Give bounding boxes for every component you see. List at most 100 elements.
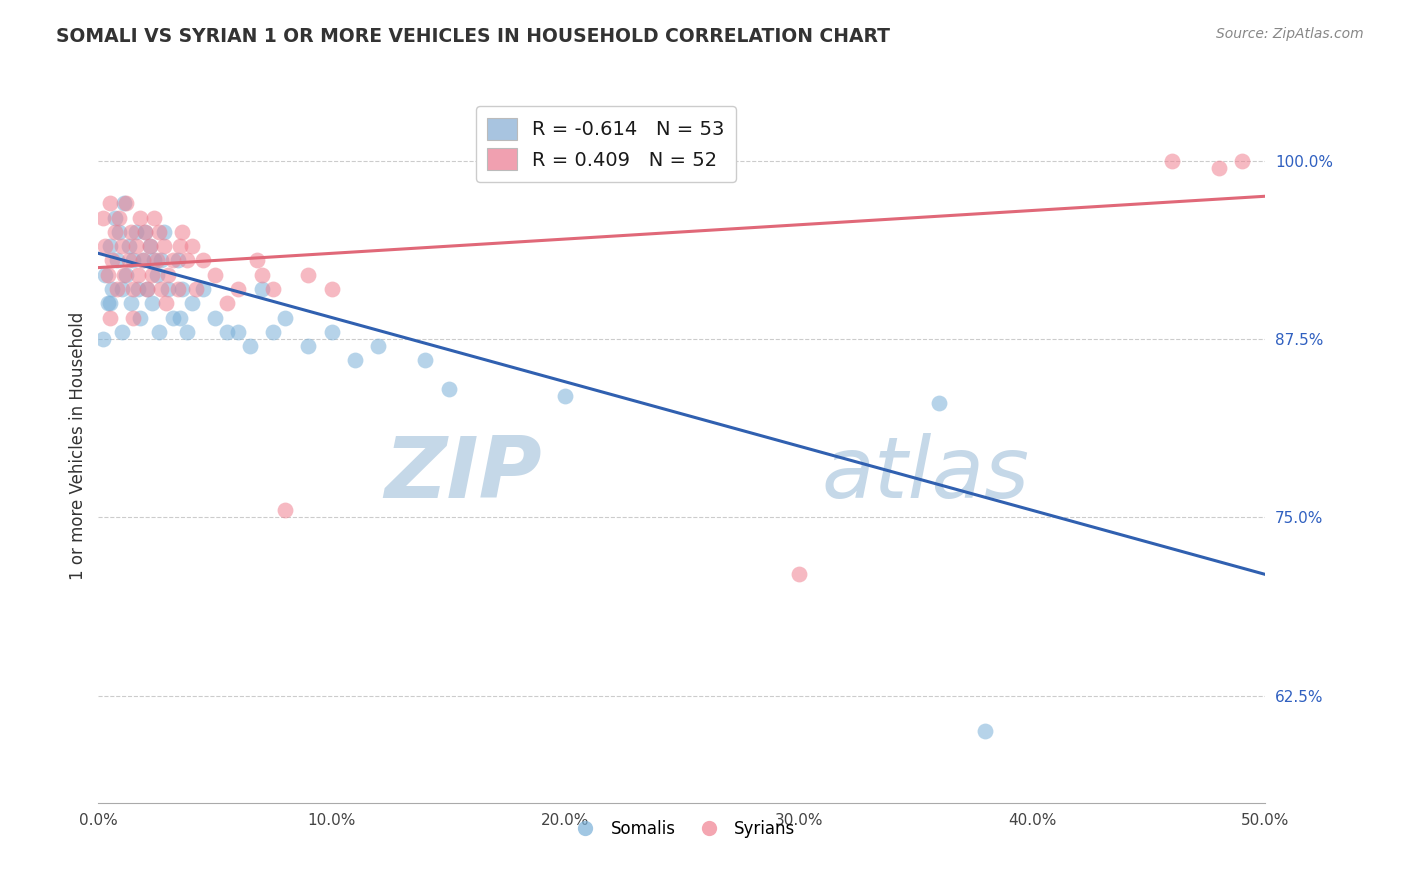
Point (115, 268, 138, 282)
Point (134, 225, 156, 239)
Point (274, 503, 297, 517)
Point (115, 196, 138, 211)
Point (139, 239, 162, 253)
Point (787, 567, 810, 582)
Point (152, 225, 174, 239)
Point (246, 253, 269, 268)
Point (974, 724, 997, 739)
Point (129, 310, 152, 325)
Point (97, 268, 120, 282)
Point (169, 310, 191, 325)
Point (134, 225, 156, 239)
Point (118, 239, 141, 253)
Point (104, 211, 127, 225)
Point (148, 325, 170, 339)
Point (98, 296, 121, 310)
Point (105, 282, 128, 296)
Point (94, 239, 117, 253)
Point (127, 268, 149, 282)
Point (112, 268, 135, 282)
Point (125, 239, 148, 253)
Point (146, 253, 169, 268)
Point (118, 253, 141, 268)
Point (94, 268, 117, 282)
Point (150, 282, 173, 296)
Point (1230, 153, 1253, 168)
Point (166, 253, 188, 268)
Point (262, 282, 284, 296)
Point (127, 282, 149, 296)
Point (108, 225, 131, 239)
Point (250, 268, 273, 282)
Point (1161, 153, 1184, 168)
Point (157, 282, 180, 296)
Point (136, 282, 159, 296)
Point (129, 211, 152, 225)
Text: atlas: atlas (823, 433, 1031, 516)
Point (143, 211, 166, 225)
Point (91, 332, 114, 346)
Point (274, 310, 297, 325)
Point (250, 282, 273, 296)
Point (139, 239, 162, 253)
Point (297, 268, 319, 282)
Point (321, 325, 343, 339)
Point (141, 296, 163, 310)
Text: SOMALI VS SYRIAN 1 OR MORE VEHICLES IN HOUSEHOLD CORRELATION CHART: SOMALI VS SYRIAN 1 OR MORE VEHICLES IN H… (56, 27, 890, 45)
Point (104, 225, 127, 239)
Point (169, 239, 191, 253)
Point (367, 339, 389, 353)
Legend: Somalis, Syrians: Somalis, Syrians (562, 814, 801, 845)
Point (215, 325, 238, 339)
Point (111, 282, 134, 296)
Text: ZIP: ZIP (384, 433, 541, 516)
Point (262, 325, 284, 339)
Point (111, 239, 134, 253)
Point (108, 211, 131, 225)
Point (239, 339, 262, 353)
Point (176, 253, 198, 268)
Point (180, 296, 202, 310)
Point (152, 239, 174, 253)
Point (228, 282, 250, 296)
Point (122, 253, 145, 268)
Point (180, 239, 202, 253)
Point (186, 282, 208, 296)
Point (176, 325, 198, 339)
Point (122, 310, 145, 325)
Point (136, 282, 159, 296)
Point (155, 296, 177, 310)
Point (215, 296, 238, 310)
Point (148, 225, 170, 239)
Point (928, 396, 950, 410)
Point (125, 225, 148, 239)
Point (554, 389, 576, 403)
Point (122, 282, 145, 296)
Point (413, 353, 436, 368)
Point (101, 253, 124, 268)
Point (193, 282, 215, 296)
Point (162, 253, 184, 268)
Point (157, 268, 180, 282)
Point (101, 282, 124, 296)
Point (297, 339, 319, 353)
Point (97, 296, 120, 310)
Point (172, 282, 194, 296)
Point (105, 253, 128, 268)
Point (143, 253, 166, 268)
Point (141, 268, 163, 282)
Point (112, 196, 135, 211)
Point (98, 310, 121, 325)
Point (162, 310, 184, 325)
Point (146, 268, 169, 282)
Point (132, 253, 155, 268)
Y-axis label: 1 or more Vehicles in Household: 1 or more Vehicles in Household (69, 312, 87, 580)
Point (228, 325, 250, 339)
Point (321, 282, 343, 296)
Point (98, 239, 121, 253)
Point (204, 310, 226, 325)
Point (166, 282, 188, 296)
Point (132, 253, 155, 268)
Point (1208, 161, 1230, 175)
Point (98, 196, 121, 211)
